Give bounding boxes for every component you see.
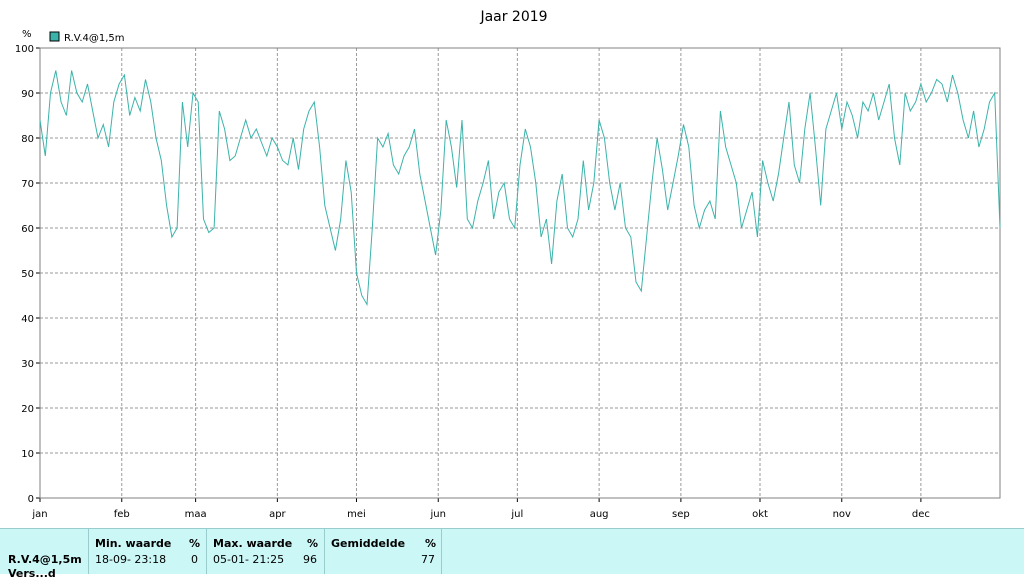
stats-max-cell: Max. waarde % 05-01- 21:25 96: [207, 529, 325, 574]
x-tick-label: nov: [833, 509, 851, 520]
y-tick-label: 100: [15, 44, 34, 55]
x-tick-label: mei: [347, 509, 366, 520]
stats-min-unit: %: [189, 537, 201, 550]
chart-title: Jaar 2019: [479, 9, 547, 25]
stats-sensor-cell: R.V.4@1,5m Vers...d: [0, 529, 89, 580]
stats-min-datetime: 18-09- 23:18: [95, 553, 167, 566]
x-tick-label: jan: [31, 509, 47, 520]
x-tick-label: feb: [114, 509, 130, 520]
y-tick-label: 30: [21, 359, 34, 370]
x-tick-label: sep: [672, 509, 690, 520]
y-axis-unit: %: [22, 29, 32, 40]
legend-label: R.V.4@1,5m: [64, 33, 125, 44]
stats-min-cell: Min. waarde % 18-09- 23:18 0: [89, 529, 207, 574]
x-tick-label: jun: [430, 509, 446, 520]
stats-avg-cell: Gemiddelde % 77: [325, 529, 442, 574]
x-tick-label: aug: [590, 509, 609, 520]
y-tick-label: 50: [21, 269, 34, 280]
stats-avg-value: 77: [421, 553, 435, 566]
series-line-rv4: [39, 70, 1001, 307]
stats-min-value: 0: [191, 553, 198, 566]
stats-avg-unit: %: [425, 537, 437, 550]
line-chart: Jaar 2019 % R.V.4@1,5m 0 10 20 30 40 50 60 70 80…: [15, 9, 1001, 520]
y-tick-label: 10: [21, 449, 34, 460]
y-tick-label: 80: [21, 134, 34, 145]
stats-avg-header: Gemiddelde: [331, 537, 406, 550]
y-tick-label: 90: [21, 89, 34, 100]
stats-min-header: Min. waarde: [95, 537, 172, 550]
y-tick-label: 40: [21, 314, 34, 325]
y-tick-label: 0: [28, 494, 34, 505]
y-tick-label: 60: [21, 224, 34, 235]
stats-max-unit: %: [307, 537, 319, 550]
legend-swatch: [49, 31, 60, 42]
stats-sensor-label-2: Vers...d: [8, 567, 56, 580]
stats-max-datetime: 05-01- 21:25: [213, 553, 285, 566]
x-tick-label: jul: [510, 509, 523, 520]
x-tick-label: maa: [185, 509, 207, 520]
x-tick-label: okt: [752, 509, 768, 520]
x-tick-label: apr: [269, 509, 286, 520]
y-tick-label: 70: [21, 179, 34, 190]
x-tick-label: dec: [912, 509, 930, 520]
stats-max-value: 96: [303, 553, 317, 566]
stats-sensor-label: R.V.4@1,5m: [8, 553, 82, 566]
y-tick-label: 20: [21, 404, 34, 415]
plot-frame: [39, 47, 1001, 499]
stats-panel: R.V.4@1,5m Vers...d Min. waarde % 18-09-…: [0, 528, 1024, 580]
stats-max-header: Max. waarde: [213, 537, 293, 550]
